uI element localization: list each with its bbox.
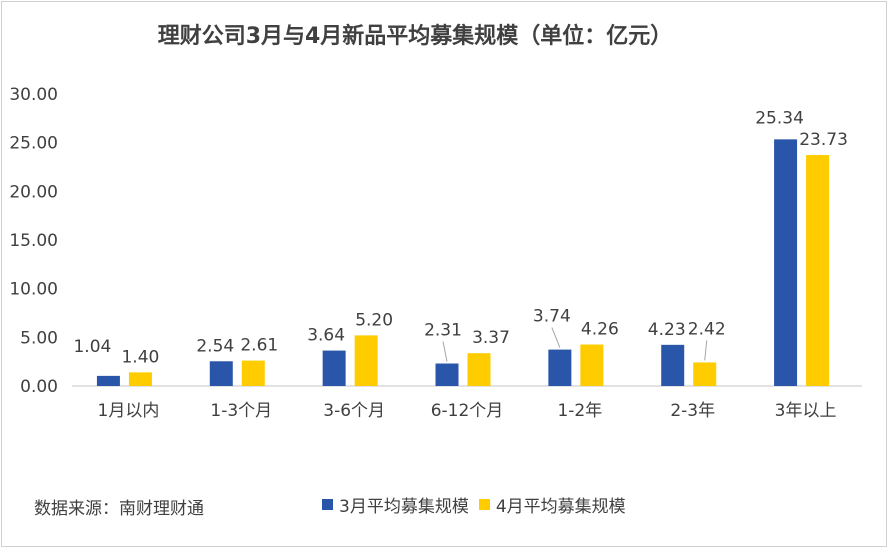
bar	[322, 350, 346, 386]
chart-legend: 3月平均募集规模 4月平均募集规模	[322, 492, 636, 517]
x-tick-label: 1-2年	[557, 401, 602, 421]
data-label: 25.34	[755, 108, 804, 128]
chart-title: 理财公司3月与4月新品平均募集规模（单位：亿元）	[157, 24, 673, 49]
y-tick-label: 15.00	[9, 231, 58, 251]
data-label: 3.64	[307, 326, 345, 346]
data-label: 3.74	[533, 307, 571, 327]
y-tick-label: 10.00	[9, 280, 58, 300]
bar	[806, 155, 830, 386]
data-source-note: 数据来源：南财理财通	[34, 499, 204, 519]
bar-chart: 0.00 5.00 10.00 15.00 20.00 25.00 30.00 1月以内 1.0…	[9, 85, 862, 421]
data-label-leader	[551, 327, 561, 348]
data-label: 1.40	[121, 347, 159, 367]
bar	[241, 360, 265, 386]
bar	[548, 349, 572, 386]
bar	[774, 139, 798, 386]
y-tick-label: 5.00	[20, 328, 58, 348]
bar	[661, 344, 685, 386]
y-tick-label: 20.00	[9, 182, 58, 202]
x-tick-label: 1-3个月	[210, 401, 272, 421]
legend-item-april: 4月平均募集规模	[478, 492, 626, 517]
legend-item-march: 3月平均募集规模	[322, 492, 469, 517]
data-label: 2.31	[424, 321, 462, 341]
data-label: 2.61	[240, 336, 278, 356]
data-label-leader	[442, 341, 448, 362]
bar	[209, 361, 233, 386]
data-label: 2.54	[196, 336, 234, 356]
data-label: 4.23	[648, 320, 686, 340]
x-tick-label: 3-6个月	[323, 401, 385, 421]
bar	[467, 353, 491, 386]
data-label: 4.26	[581, 320, 619, 340]
x-tick-label: 2-3年	[670, 401, 715, 421]
bar	[354, 335, 378, 386]
legend-swatch-april	[478, 499, 490, 510]
data-label: 23.73	[799, 130, 848, 150]
legend-label-march: 3月平均募集规模	[339, 497, 469, 517]
x-tick-label: 6-12个月	[431, 401, 504, 421]
y-tick-label: 0.00	[20, 377, 58, 397]
data-label-leader	[704, 340, 708, 361]
bar	[435, 363, 459, 386]
bar	[580, 344, 604, 386]
data-label: 3.37	[472, 328, 510, 348]
bar	[128, 372, 152, 386]
x-tick-label: 3年以上	[775, 401, 837, 421]
x-tick-label: 1月以内	[98, 401, 160, 421]
y-tick-label: 30.00	[9, 85, 58, 105]
legend-swatch-march	[322, 499, 333, 510]
bar	[96, 375, 120, 386]
legend-label-april: 4月平均募集规模	[495, 497, 626, 517]
data-label: 2.42	[688, 319, 726, 339]
bar	[693, 362, 717, 386]
y-tick-label: 25.00	[9, 134, 58, 154]
data-label: 5.20	[355, 310, 393, 330]
data-label: 1.04	[73, 337, 111, 357]
